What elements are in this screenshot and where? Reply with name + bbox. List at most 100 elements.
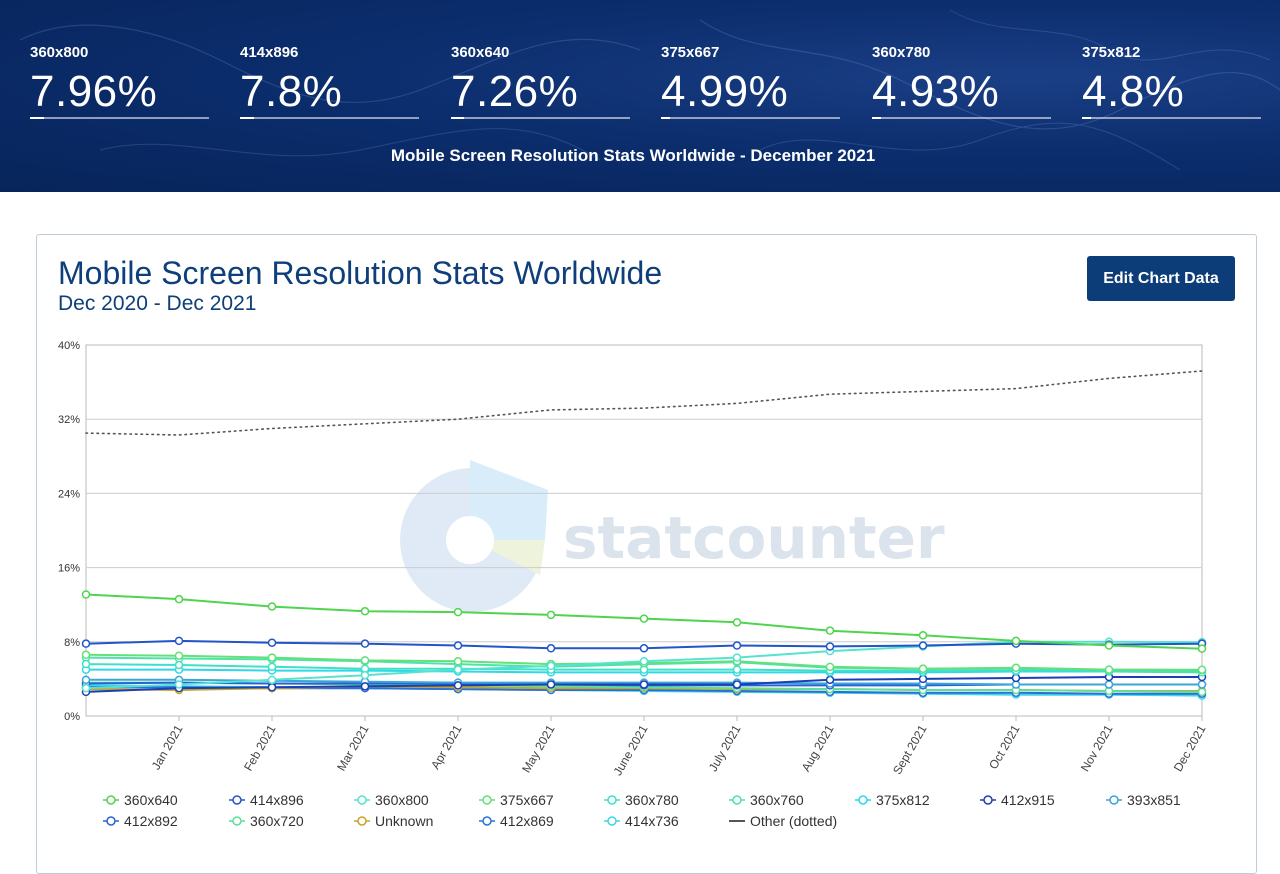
legend-item[interactable]: 360x800 bbox=[354, 792, 429, 808]
stat-resolution: 360x800 bbox=[30, 44, 89, 61]
legend-marker-icon bbox=[232, 795, 242, 805]
y-tick-label: 16% bbox=[58, 563, 80, 575]
data-point bbox=[918, 641, 928, 650]
x-tick-label: Mar 2021 bbox=[334, 722, 372, 773]
data-point bbox=[174, 651, 184, 660]
legend-item[interactable]: 360x640 bbox=[103, 792, 178, 808]
legend-label: 393x851 bbox=[1127, 792, 1181, 808]
data-point bbox=[825, 626, 835, 635]
data-point bbox=[732, 618, 742, 627]
legend-marker-icon bbox=[732, 795, 742, 805]
legend-item[interactable]: 375x812 bbox=[855, 792, 930, 808]
x-tick-label: Nov 2021 bbox=[1078, 722, 1116, 774]
legend-item[interactable]: Unknown bbox=[354, 813, 433, 829]
legend-marker-icon bbox=[607, 816, 617, 826]
data-point bbox=[81, 650, 91, 660]
data-point bbox=[1197, 644, 1207, 653]
stat-bar-fill bbox=[1082, 117, 1091, 119]
legend-item[interactable]: 393x851 bbox=[1106, 792, 1181, 808]
data-point bbox=[267, 653, 277, 662]
x-tick-label: Jan 2021 bbox=[149, 722, 186, 772]
stat-bar-fill bbox=[661, 117, 670, 119]
data-point bbox=[1197, 687, 1207, 697]
statcounter-watermark: statcounter bbox=[400, 460, 945, 612]
data-point bbox=[360, 682, 370, 691]
data-point bbox=[360, 639, 370, 648]
data-point bbox=[81, 659, 91, 669]
legend-marker-icon bbox=[607, 795, 617, 805]
stat-resolution: 375x812 bbox=[1082, 44, 1141, 61]
data-point bbox=[732, 665, 742, 674]
series-other-dotted- bbox=[85, 370, 1203, 436]
stat-bar-fill bbox=[872, 117, 881, 119]
data-point bbox=[360, 656, 370, 665]
legend-item[interactable]: 414x896 bbox=[229, 792, 304, 808]
legend-marker-icon bbox=[1109, 795, 1119, 805]
legend-item[interactable]: 412x915 bbox=[980, 792, 1055, 808]
data-point bbox=[825, 642, 835, 651]
chart-title: Mobile Screen Resolution Stats Worldwide bbox=[58, 255, 663, 291]
x-tick-label: Sept 2021 bbox=[890, 722, 930, 777]
legend-item[interactable]: 360x780 bbox=[604, 792, 679, 808]
data-point bbox=[267, 675, 277, 685]
data-point bbox=[453, 641, 463, 650]
stat-bar bbox=[1082, 117, 1261, 119]
legend-item[interactable]: Other (dotted) bbox=[729, 813, 837, 829]
world-map-background bbox=[19, 9, 1280, 171]
x-tick-label: Apr 2021 bbox=[428, 722, 465, 771]
legend-item[interactable]: 375x667 bbox=[479, 792, 554, 808]
legend-label: 412x869 bbox=[500, 813, 554, 829]
stat-item: 375x812 4.8% bbox=[1082, 44, 1262, 119]
x-tick-label: July 2021 bbox=[706, 722, 744, 774]
data-point bbox=[81, 639, 91, 648]
stat-percentage: 7.8% bbox=[240, 67, 343, 116]
stat-item: 360x780 4.93% bbox=[872, 44, 1052, 119]
legend-label: 375x667 bbox=[500, 792, 554, 808]
legend-marker-icon bbox=[357, 816, 367, 826]
data-point bbox=[267, 602, 277, 611]
legend-label: 360x640 bbox=[124, 792, 178, 808]
data-point bbox=[639, 614, 649, 623]
data-point bbox=[267, 662, 277, 672]
legend-marker-icon bbox=[858, 795, 868, 805]
data-point bbox=[453, 607, 463, 617]
data-point bbox=[1197, 665, 1207, 674]
banner-title: Mobile Screen Resolution Stats Worldwide… bbox=[390, 146, 876, 165]
legend-item[interactable]: 360x720 bbox=[229, 813, 304, 829]
data-point bbox=[732, 680, 742, 689]
data-point bbox=[360, 670, 370, 680]
stat-item: 375x667 4.99% bbox=[661, 44, 841, 119]
data-point bbox=[546, 644, 556, 653]
watermark-text: statcounter bbox=[563, 504, 945, 572]
data-point bbox=[267, 638, 277, 647]
legend-item[interactable]: 414x736 bbox=[604, 813, 679, 829]
legend-label: 412x892 bbox=[124, 813, 178, 829]
data-point bbox=[1104, 641, 1114, 650]
legend-label: 360x780 bbox=[625, 792, 679, 808]
legend-label: 412x915 bbox=[1001, 792, 1055, 808]
stats-banner: 360x800 7.96% 414x896 7.8% 360x640 7.26%… bbox=[0, 0, 1280, 192]
data-point bbox=[639, 644, 649, 653]
series-line bbox=[85, 370, 1203, 436]
legend-label: 414x896 bbox=[250, 792, 304, 808]
legend-item[interactable]: 412x869 bbox=[479, 813, 554, 829]
stat-bar bbox=[661, 117, 840, 119]
data-point bbox=[918, 631, 928, 640]
chart-date-range: Dec 2020 - Dec 2021 bbox=[58, 292, 257, 315]
stat-item: 360x640 7.26% bbox=[451, 44, 631, 119]
legend-label: 360x800 bbox=[375, 792, 429, 808]
data-point bbox=[639, 680, 649, 689]
data-point bbox=[732, 653, 742, 662]
legend-item[interactable]: 412x892 bbox=[103, 813, 178, 829]
data-point bbox=[174, 636, 184, 646]
stat-bar-fill bbox=[240, 117, 254, 119]
data-point bbox=[546, 610, 556, 620]
data-point bbox=[546, 680, 556, 689]
legend-marker-icon bbox=[983, 795, 993, 805]
edit-chart-data-button[interactable]: Edit Chart Data bbox=[1087, 256, 1235, 301]
stat-resolution: 414x896 bbox=[240, 44, 299, 61]
legend-item[interactable]: 360x760 bbox=[729, 792, 804, 808]
data-point bbox=[1011, 636, 1021, 646]
stat-percentage: 4.8% bbox=[1082, 67, 1185, 116]
